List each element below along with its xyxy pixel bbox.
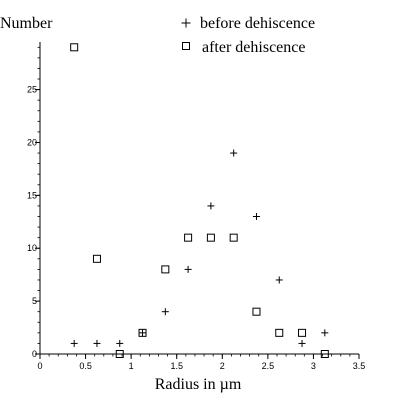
- x-tick-label: 0.5: [79, 361, 92, 371]
- legend-label-after: after dehiscence: [202, 39, 305, 56]
- data-point-square: [298, 328, 307, 337]
- data-point-plus: [139, 329, 147, 337]
- data-marks: [70, 43, 329, 358]
- data-point-plus: [298, 339, 306, 347]
- y-axis-label: Number: [0, 15, 53, 32]
- data-point-plus: [252, 213, 260, 221]
- data-point-square: [184, 233, 193, 242]
- data-point-square: [138, 328, 147, 337]
- data-point-square: [161, 265, 170, 274]
- y-tick-label: 25: [27, 85, 37, 95]
- y-tick-label: 20: [27, 137, 37, 147]
- data-point-square: [229, 233, 238, 242]
- data-point-plus: [70, 339, 78, 347]
- x-tick-label: 2.5: [262, 361, 275, 371]
- x-tick-label: 0: [37, 361, 42, 371]
- data-point-square: [252, 307, 261, 316]
- data-point-plus: [207, 202, 215, 210]
- x-tick-label: 1.5: [170, 361, 183, 371]
- data-point-square: [320, 350, 329, 358]
- data-point-plus: [93, 339, 101, 347]
- ticks: 0 0.5 1 1.5 2 2.5 3 3.5 0 5 10 15 20 25: [27, 46, 366, 371]
- x-tick-label: 1: [129, 361, 134, 371]
- data-point-square: [92, 254, 101, 263]
- y-tick-label: 5: [32, 296, 37, 306]
- data-point-square: [206, 233, 215, 242]
- data-point-plus: [116, 339, 124, 347]
- x-tick-label: 3.5: [353, 361, 366, 371]
- data-point-plus: [275, 276, 283, 284]
- data-point-square: [70, 43, 79, 52]
- data-point-plus: [321, 329, 329, 337]
- x-axis-label: Radius in µm: [155, 376, 242, 393]
- x-tick-label: 2: [220, 361, 225, 371]
- data-point-plus: [184, 265, 192, 273]
- axes: [39, 42, 359, 355]
- series-after: [70, 43, 329, 358]
- x-tick-label: 3: [311, 361, 316, 371]
- y-tick-label: 10: [27, 243, 37, 253]
- series-before: [70, 149, 329, 347]
- data-point-plus: [230, 149, 238, 157]
- data-point-plus: [161, 308, 169, 316]
- y-tick-label: 0: [32, 349, 37, 359]
- data-point-square: [275, 328, 284, 337]
- y-tick-label: 15: [27, 190, 37, 200]
- legend-label-before: before dehiscence: [200, 15, 315, 32]
- legend: before dehiscence after dehiscence: [181, 15, 315, 56]
- legend-marker-before: [181, 18, 191, 28]
- data-point-square: [115, 350, 124, 358]
- legend-marker-after: [182, 42, 190, 50]
